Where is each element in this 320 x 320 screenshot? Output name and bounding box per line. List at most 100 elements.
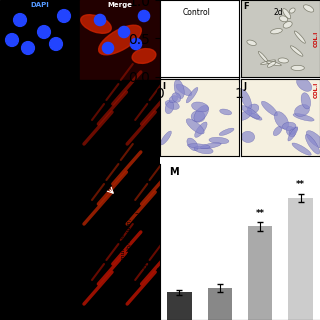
Text: **: **: [296, 180, 305, 189]
Ellipse shape: [81, 15, 111, 33]
Ellipse shape: [241, 131, 255, 142]
Bar: [248, 226, 272, 320]
Ellipse shape: [184, 40, 197, 45]
Ellipse shape: [270, 28, 282, 34]
Ellipse shape: [201, 143, 221, 149]
Y-axis label: cumulative tube
length/FV (μm): cumulative tube length/FV (μm): [121, 216, 132, 268]
Ellipse shape: [160, 131, 172, 145]
Ellipse shape: [286, 126, 295, 137]
Ellipse shape: [283, 21, 292, 28]
Bar: [289, 198, 313, 320]
Text: 2d: 2d: [274, 8, 283, 17]
Ellipse shape: [266, 61, 281, 66]
Text: Fibronectin: Fibronectin: [162, 182, 167, 218]
Circle shape: [58, 10, 70, 22]
Ellipse shape: [194, 146, 213, 154]
Ellipse shape: [260, 60, 276, 65]
Ellipse shape: [273, 126, 282, 136]
Ellipse shape: [172, 93, 181, 102]
Text: Merge: Merge: [108, 2, 132, 8]
Circle shape: [38, 26, 51, 38]
Ellipse shape: [201, 39, 216, 46]
Ellipse shape: [172, 58, 183, 67]
Ellipse shape: [294, 31, 305, 43]
Ellipse shape: [306, 131, 320, 148]
Ellipse shape: [181, 17, 188, 27]
Circle shape: [131, 38, 142, 50]
Text: DAPI: DAPI: [31, 2, 49, 8]
Circle shape: [22, 42, 35, 54]
Ellipse shape: [291, 65, 304, 70]
Ellipse shape: [213, 32, 222, 42]
Ellipse shape: [289, 127, 297, 134]
Ellipse shape: [225, 16, 234, 24]
Text: **: **: [256, 209, 265, 218]
Ellipse shape: [174, 26, 182, 32]
Ellipse shape: [282, 122, 296, 130]
Text: COL.I: COL.I: [313, 82, 318, 98]
Ellipse shape: [283, 9, 291, 19]
Ellipse shape: [278, 58, 288, 63]
Text: COL.I: COL.I: [162, 32, 167, 48]
Ellipse shape: [165, 101, 174, 114]
Text: COL.I: COL.I: [313, 30, 318, 46]
Ellipse shape: [197, 37, 211, 47]
Ellipse shape: [239, 110, 252, 120]
Ellipse shape: [169, 96, 178, 103]
Ellipse shape: [241, 106, 260, 119]
Ellipse shape: [291, 46, 303, 56]
Ellipse shape: [196, 23, 209, 28]
Ellipse shape: [192, 102, 209, 112]
Circle shape: [118, 26, 130, 38]
Circle shape: [5, 34, 18, 46]
Ellipse shape: [187, 138, 198, 151]
Ellipse shape: [165, 100, 179, 109]
Ellipse shape: [206, 54, 214, 58]
Bar: [167, 292, 191, 320]
Ellipse shape: [279, 16, 288, 22]
Ellipse shape: [292, 143, 311, 155]
Bar: [0, 160, 80, 240]
Text: E: E: [162, 2, 168, 11]
Ellipse shape: [220, 109, 232, 115]
Ellipse shape: [176, 84, 192, 96]
Ellipse shape: [209, 137, 229, 144]
Text: COL.I: COL.I: [162, 112, 167, 128]
Ellipse shape: [247, 40, 256, 45]
Bar: [80, 240, 160, 320]
Ellipse shape: [188, 15, 194, 22]
Bar: [80, 0, 160, 80]
Bar: [0, 240, 80, 320]
Bar: [0, 0, 80, 80]
Ellipse shape: [186, 119, 204, 134]
Ellipse shape: [301, 93, 311, 109]
Text: M: M: [169, 166, 179, 177]
Ellipse shape: [195, 122, 207, 137]
Ellipse shape: [268, 61, 276, 67]
Ellipse shape: [274, 112, 289, 129]
Ellipse shape: [188, 144, 210, 148]
Circle shape: [94, 14, 106, 26]
Ellipse shape: [200, 58, 216, 63]
Bar: [208, 288, 232, 320]
Bar: [80, 0, 160, 80]
Ellipse shape: [247, 104, 259, 114]
Circle shape: [139, 10, 150, 22]
Text: F: F: [244, 2, 249, 11]
Text: J: J: [244, 82, 246, 91]
Text: I: I: [162, 82, 165, 91]
Ellipse shape: [219, 128, 234, 135]
Ellipse shape: [240, 89, 252, 109]
Text: Laminin: Laminin: [162, 268, 167, 292]
Ellipse shape: [249, 113, 262, 120]
Ellipse shape: [174, 80, 184, 99]
Ellipse shape: [201, 28, 213, 35]
Ellipse shape: [289, 8, 295, 13]
Ellipse shape: [293, 114, 314, 121]
Ellipse shape: [191, 111, 205, 122]
Ellipse shape: [305, 134, 320, 154]
Bar: [80, 80, 160, 160]
Bar: [80, 160, 160, 240]
Circle shape: [102, 42, 114, 53]
Ellipse shape: [186, 87, 198, 103]
